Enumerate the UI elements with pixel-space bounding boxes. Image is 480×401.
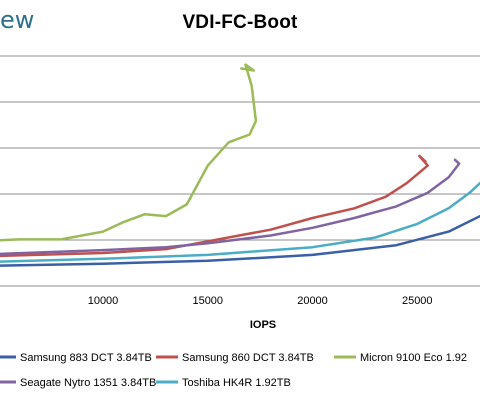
x-axis-ticks: 10000 15000 20000 25000: [88, 295, 433, 307]
series-line-1: [0, 214, 480, 267]
x-tick-label: 15000: [192, 295, 223, 307]
series-line-2: [0, 154, 429, 258]
x-axis-label: IOPS: [250, 319, 276, 331]
series-line-3: [0, 63, 258, 242]
x-tick-label: 20000: [297, 295, 328, 307]
chart-title: VDI-FC-Boot: [182, 12, 298, 33]
legend: Samsung 883 DCT 3.84TB Samsung 860 DCT 3.…: [0, 352, 467, 389]
series-line-5: [0, 181, 480, 263]
series-line-4: [0, 158, 461, 256]
legend-label-1: Samsung 883 DCT 3.84TB: [20, 352, 152, 364]
legend-label-3: Micron 9100 Eco 1.92: [360, 352, 467, 364]
x-tick-label: 25000: [402, 295, 433, 307]
x-tick-label: 10000: [88, 295, 119, 307]
legend-label-2: Samsung 860 DCT 3.84TB: [182, 352, 314, 364]
series-lines: [0, 63, 480, 267]
brand-logo-text: ew: [0, 6, 35, 34]
legend-label-5: Toshiba HK4R 1.92TB: [182, 377, 291, 389]
legend-label-4: Seagate Nytro 1351 3.84TB: [20, 377, 156, 389]
